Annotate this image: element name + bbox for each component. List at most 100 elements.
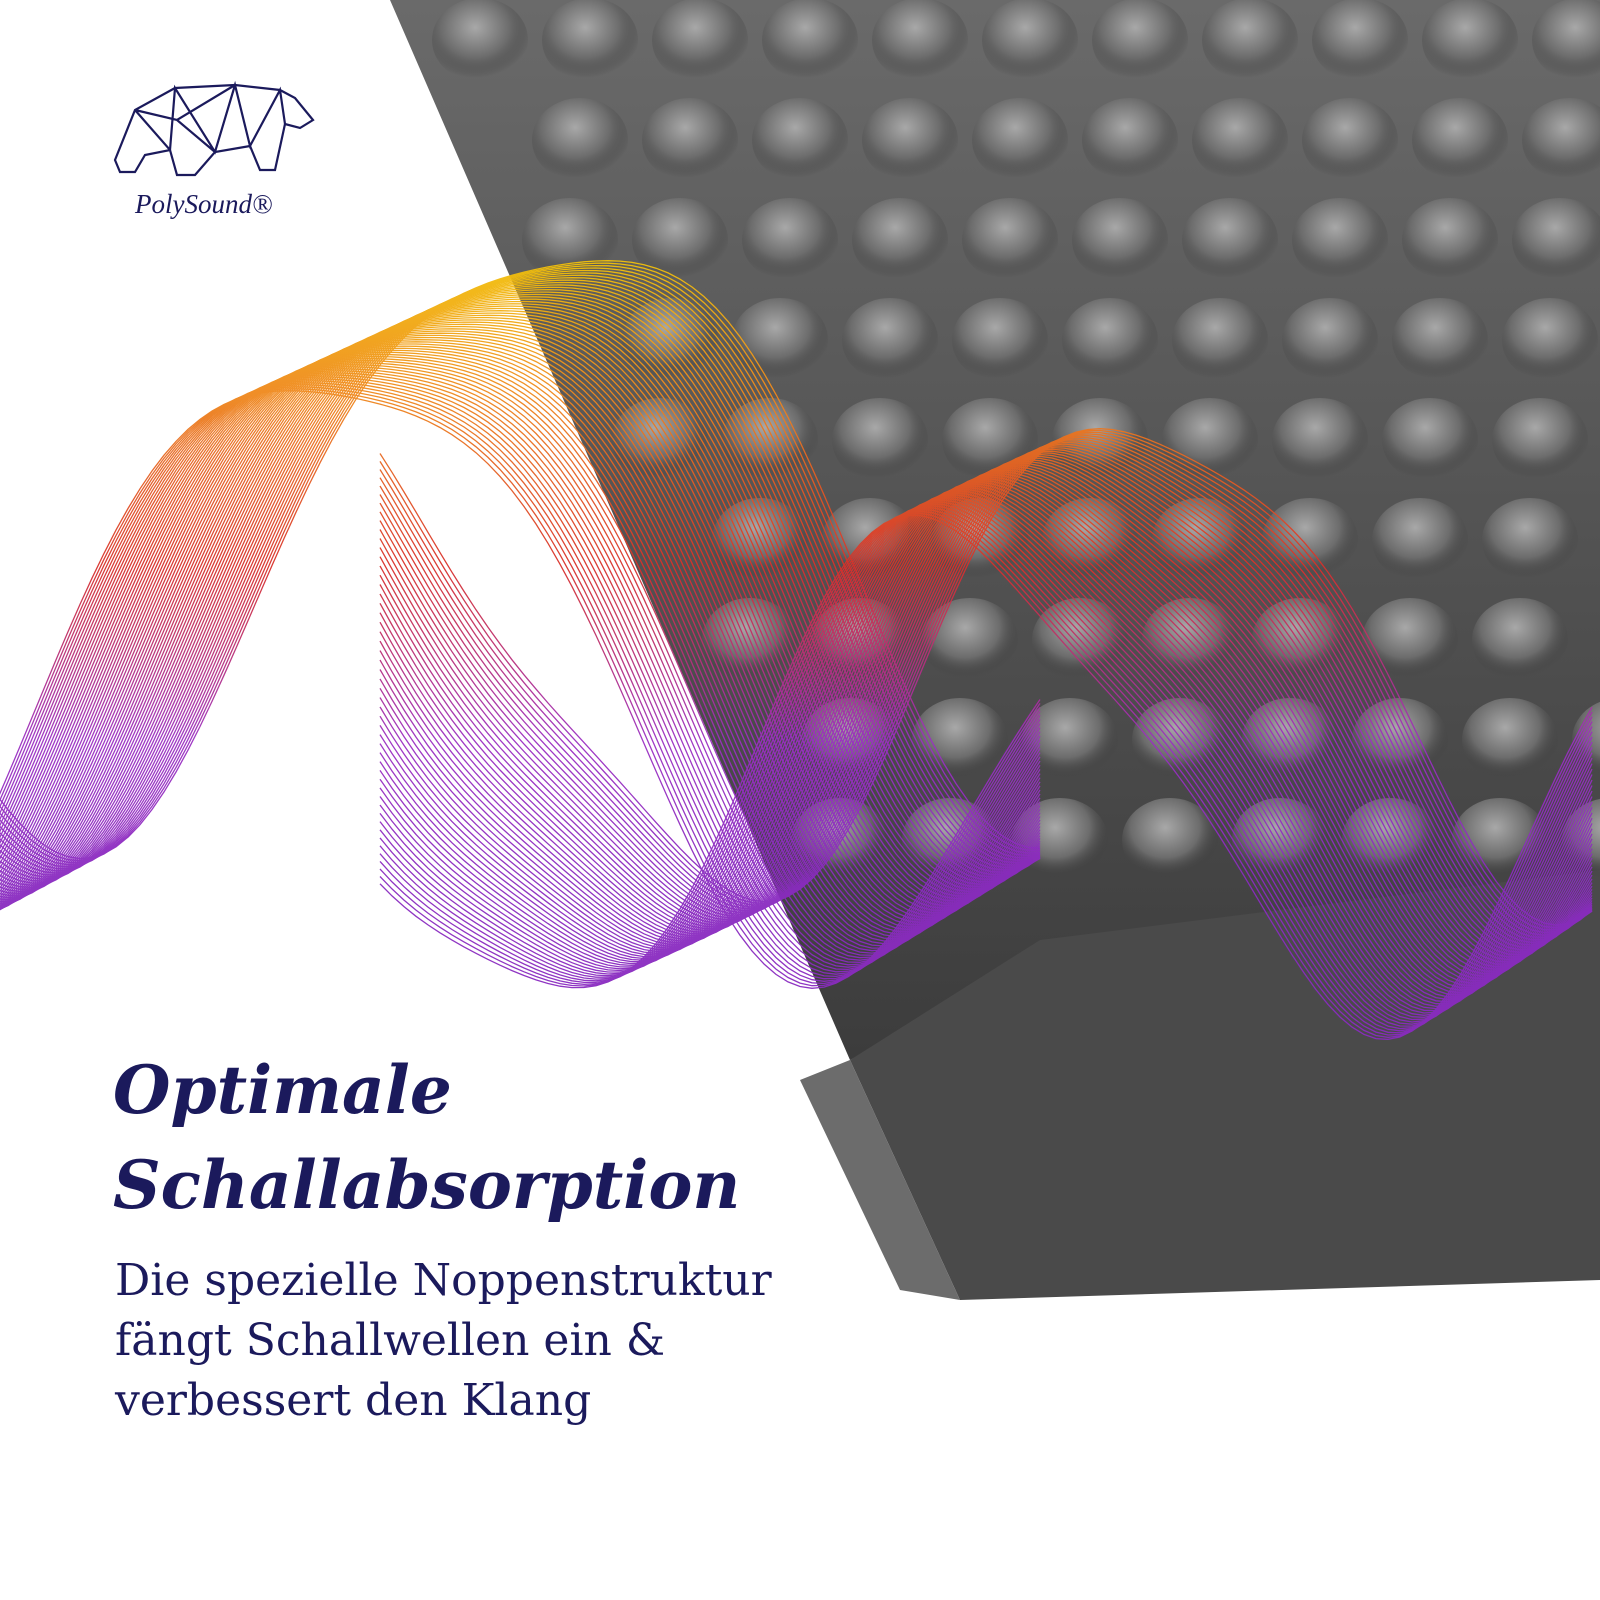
foam-bump [1412, 98, 1508, 182]
foam-bump [1062, 298, 1158, 382]
wave-line [0, 281, 1041, 878]
wave-line [379, 478, 1593, 996]
wave-line [0, 316, 1041, 908]
foam-bump [1202, 0, 1298, 82]
wave-line [379, 481, 1593, 1001]
wave-line [0, 355, 1041, 949]
wave-line [379, 431, 1593, 931]
wave-line [0, 368, 1041, 963]
wave-line [0, 364, 1041, 959]
wave-line [0, 349, 1041, 942]
headline: Schallabsorption [113, 1146, 740, 1224]
body-text: Die spezielle Noppenstruktur [115, 1255, 773, 1306]
wave-line [379, 428, 1593, 926]
foam-bump [1572, 701, 1600, 779]
foam-bump [732, 298, 828, 382]
foam-front [850, 870, 1600, 1300]
wave-line [0, 345, 1041, 938]
foam-bump [1192, 98, 1288, 182]
foam-bump [852, 198, 948, 282]
wave-line [379, 433, 1593, 934]
wave-line [0, 366, 1041, 961]
foam-bump [432, 0, 528, 82]
wave-line [0, 319, 1041, 909]
foam-bump [1462, 698, 1558, 782]
wave-line [0, 357, 1041, 952]
wave-line [379, 505, 1593, 1030]
foam-bump [632, 198, 728, 282]
foam-bump [1492, 398, 1588, 482]
foam-bump [542, 0, 638, 82]
foam-bump [642, 98, 738, 182]
wave-line [379, 494, 1593, 1016]
foam-bump [1392, 298, 1488, 382]
wave-line [379, 497, 1593, 1021]
wave-line [379, 508, 1593, 1034]
foam-bump [1302, 98, 1398, 182]
foam-bump [1072, 198, 1168, 282]
foam-bump [982, 0, 1078, 82]
wave-line [379, 435, 1593, 936]
foam-bump [752, 98, 848, 182]
body-text: fängt Schallwellen ein & [115, 1315, 665, 1366]
wave-line [0, 272, 1041, 870]
wave-line [0, 314, 1041, 906]
wave-line [0, 370, 1041, 966]
foam-bump [1182, 198, 1278, 282]
wave-line [0, 312, 1041, 905]
foam-bump [872, 0, 968, 82]
foam-bump [1262, 498, 1358, 582]
wave-line [0, 330, 1041, 921]
foam-bump [1472, 598, 1568, 682]
foam-bump [1082, 98, 1178, 182]
foam-bump [1242, 698, 1338, 782]
foam-bump [832, 398, 928, 482]
wave-line [379, 492, 1593, 1014]
foam-bump [1482, 498, 1578, 582]
wave-line [0, 267, 1041, 866]
wave-line [0, 328, 1041, 919]
wave-line [379, 514, 1593, 1041]
foam-bump [1312, 0, 1408, 82]
headline: Optimale [113, 1051, 452, 1129]
wave-line [0, 321, 1041, 911]
wave-line [379, 438, 1593, 941]
foam-bump [1382, 398, 1478, 482]
wave-line [0, 360, 1041, 954]
wave-line [0, 351, 1041, 945]
wave-line [379, 501, 1593, 1025]
wave-line [379, 436, 1593, 939]
foam-side [800, 1060, 960, 1300]
sound-waves [0, 260, 1593, 1041]
wave-line [0, 339, 1041, 931]
foam-bump [532, 98, 628, 182]
wave-line [0, 279, 1041, 876]
wave-line [379, 473, 1593, 989]
foam-bump [1422, 0, 1518, 82]
wave-line [379, 471, 1593, 987]
wave-line [0, 269, 1041, 868]
foam-bump [1372, 498, 1468, 582]
wave-line [379, 507, 1593, 1032]
wave-line [0, 310, 1041, 903]
wave-line [379, 490, 1593, 1012]
wave-line [379, 512, 1593, 1039]
foam-bump [1512, 198, 1600, 282]
wave-line [0, 300, 1041, 895]
foam-bump [1532, 0, 1600, 82]
bear-outline [113, 83, 315, 177]
wave-line [0, 343, 1041, 935]
brand-name: PolySound® [134, 189, 273, 219]
wave-line [0, 347, 1041, 940]
wave-line [0, 286, 1041, 882]
foam-bump [1122, 798, 1218, 882]
wave-line [379, 488, 1593, 1010]
wave-line [0, 293, 1041, 888]
wave-line [379, 476, 1593, 994]
foam-bump [1092, 0, 1188, 82]
foam-bump [962, 198, 1058, 282]
wave-line [0, 353, 1041, 947]
wave-line [0, 341, 1041, 933]
foam-bump [762, 0, 858, 82]
